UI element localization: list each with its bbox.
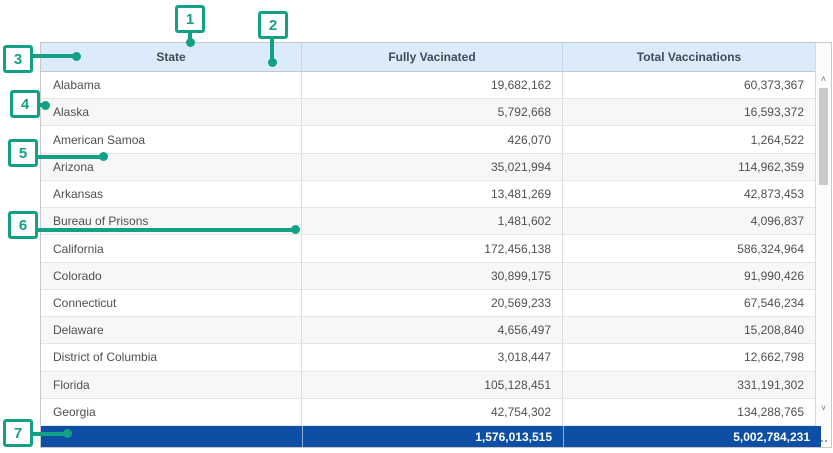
callout-7-badge: 7 [3,419,33,447]
cell-total-vaccinations: 60,373,367 [563,72,815,98]
cell-total-vaccinations: 331,191,302 [563,372,815,398]
callout-6-connector [35,228,294,232]
cell-state: Alabama [41,72,302,98]
cell-fully-vaccinated: 105,128,451 [302,372,563,398]
cell-fully-vaccinated: 42,754,302 [302,399,563,425]
table-row[interactable]: Georgia 42,754,302 134,288,765 [41,399,815,426]
cell-state: Alaska [41,99,302,125]
table-row[interactable]: Florida 105,128,451 331,191,302 [41,372,815,399]
callout-7-dot [63,429,72,438]
cell-fully-vaccinated: 1,481,602 [302,208,563,234]
scroll-up-button[interactable]: ˄ [816,73,831,85]
cell-total-vaccinations: 67,546,234 [563,290,815,316]
table-row[interactable]: Delaware 4,656,497 15,208,840 [41,317,815,344]
vertical-scrollbar[interactable]: ˄ ˅ [815,43,831,426]
chevron-up-icon: ˄ [821,74,826,84]
table-row[interactable]: Colorado 30,899,175 91,990,426 [41,263,815,290]
callout-6-badge: 6 [8,211,38,239]
cell-state: Georgia [41,399,302,425]
callout-2-dot [268,58,277,67]
cell-total-vaccinations: 16,593,372 [563,99,815,125]
callout-3-badge: 3 [3,45,33,73]
callout-3-connector [31,54,75,58]
cell-state: District of Columbia [41,344,302,370]
table-row[interactable]: Alabama 19,682,162 60,373,367 [41,72,815,99]
summary-state-cell [41,426,302,447]
cell-fully-vaccinated: 19,682,162 [302,72,563,98]
callout-5-connector [35,155,102,159]
callout-3-dot [72,52,81,61]
cell-fully-vaccinated: 172,456,138 [302,235,563,261]
cell-total-vaccinations: 134,288,765 [563,399,815,425]
cell-fully-vaccinated: 3,018,447 [302,344,563,370]
column-header-fully-vaccinated[interactable]: Fully Vacinated [302,43,563,71]
scroll-down-button[interactable]: ˅ [816,402,831,414]
cell-total-vaccinations: 12,662,798 [563,344,815,370]
cell-state: California [41,235,302,261]
callout-7-connector [31,432,67,436]
callout-5-dot [99,152,108,161]
table-row[interactable]: District of Columbia 3,018,447 12,662,79… [41,344,815,371]
table-row[interactable]: Arkansas 13,481,269 42,873,453 [41,181,815,208]
table-header-row: State Fully Vacinated Total Vaccinations [41,43,815,72]
cell-state: Colorado [41,263,302,289]
cell-fully-vaccinated: 20,569,233 [302,290,563,316]
cell-fully-vaccinated: 4,656,497 [302,317,563,343]
table-body: Alabama 19,682,162 60,373,367 Alaska 5,7… [41,72,815,426]
summary-fully-vaccinated-total: 1,576,013,515 [302,426,563,447]
callout-4-dot [41,101,50,110]
cell-fully-vaccinated: 5,792,668 [302,99,563,125]
vaccination-table: State Fully Vacinated Total Vaccinations… [40,42,832,448]
callout-4-badge: 4 [10,90,40,118]
callout-1-badge: 1 [175,5,205,33]
table-row[interactable]: Arizona 35,021,994 114,962,359 [41,154,815,181]
resize-grip-icon[interactable] [821,440,829,444]
summary-total-vaccinations-total: 5,002,784,231 [563,426,821,447]
cell-total-vaccinations: 91,990,426 [563,263,815,289]
cell-total-vaccinations: 15,208,840 [563,317,815,343]
cell-total-vaccinations: 586,324,964 [563,235,815,261]
cell-state: Arkansas [41,181,302,207]
cell-total-vaccinations: 1,264,522 [563,126,815,152]
cell-fully-vaccinated: 426,070 [302,126,563,152]
callout-1-dot [186,38,195,47]
cell-total-vaccinations: 114,962,359 [563,154,815,180]
cell-fully-vaccinated: 35,021,994 [302,154,563,180]
cell-fully-vaccinated: 30,899,175 [302,263,563,289]
column-header-total-vaccinations[interactable]: Total Vaccinations [563,43,815,71]
callout-2-badge: 2 [258,11,288,39]
callout-6-dot [291,225,300,234]
cell-total-vaccinations: 4,096,837 [563,208,815,234]
scrollbar-thumb[interactable] [819,88,828,185]
page: State Fully Vacinated Total Vaccinations… [0,0,833,453]
table-row[interactable]: California 172,456,138 586,324,964 [41,235,815,262]
cell-total-vaccinations: 42,873,453 [563,181,815,207]
chevron-down-icon: ˅ [821,403,826,413]
table-row[interactable]: American Samoa 426,070 1,264,522 [41,126,815,153]
cell-state: Connecticut [41,290,302,316]
table-row[interactable]: Alaska 5,792,668 16,593,372 [41,99,815,126]
summary-row: 1,576,013,515 5,002,784,231 [41,426,821,447]
table-row[interactable]: Connecticut 20,569,233 67,546,234 [41,290,815,317]
cell-state: Florida [41,372,302,398]
callout-5-badge: 5 [8,139,38,167]
cell-state: American Samoa [41,126,302,152]
cell-fully-vaccinated: 13,481,269 [302,181,563,207]
cell-state: Delaware [41,317,302,343]
